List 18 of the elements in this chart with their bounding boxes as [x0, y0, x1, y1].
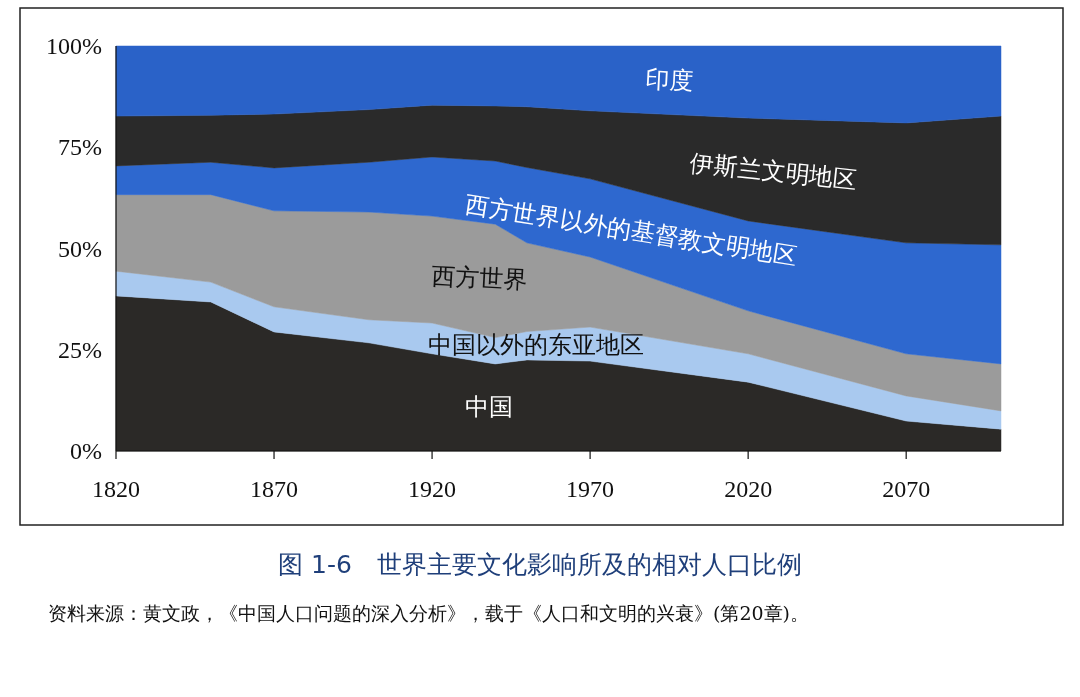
- series-label: 伊斯兰文明地区: [688, 148, 859, 195]
- y-tick-label: 0%: [70, 438, 102, 464]
- text: 图 1-6 世界主要文化影响所及的相对人口比例: [277, 549, 803, 581]
- x-tick-label: 1920: [408, 476, 457, 502]
- text: 资料来源：黄文政，《中国人口问题的深入分析》，载于《人口和文明的兴衰》(第20章)。: [48, 601, 810, 626]
- series-label: 西方世界: [430, 261, 529, 295]
- x-tick-label: 1970: [566, 476, 615, 502]
- x-tick-label: 1870: [250, 476, 299, 502]
- y-tick-label: 100%: [46, 33, 102, 59]
- x-tick-label: 1820: [92, 476, 140, 502]
- series-label: 印度: [644, 64, 694, 96]
- y-tick-label: 75%: [58, 134, 102, 161]
- y-tick-label: 50%: [58, 235, 102, 262]
- x-tick-label: 2020: [724, 476, 773, 502]
- x-tick-label: 2070: [882, 476, 931, 502]
- y-tick-label: 25%: [58, 336, 102, 363]
- series-label: 中国以外的东亚地区: [428, 331, 645, 360]
- series-label: 中国: [464, 392, 513, 421]
